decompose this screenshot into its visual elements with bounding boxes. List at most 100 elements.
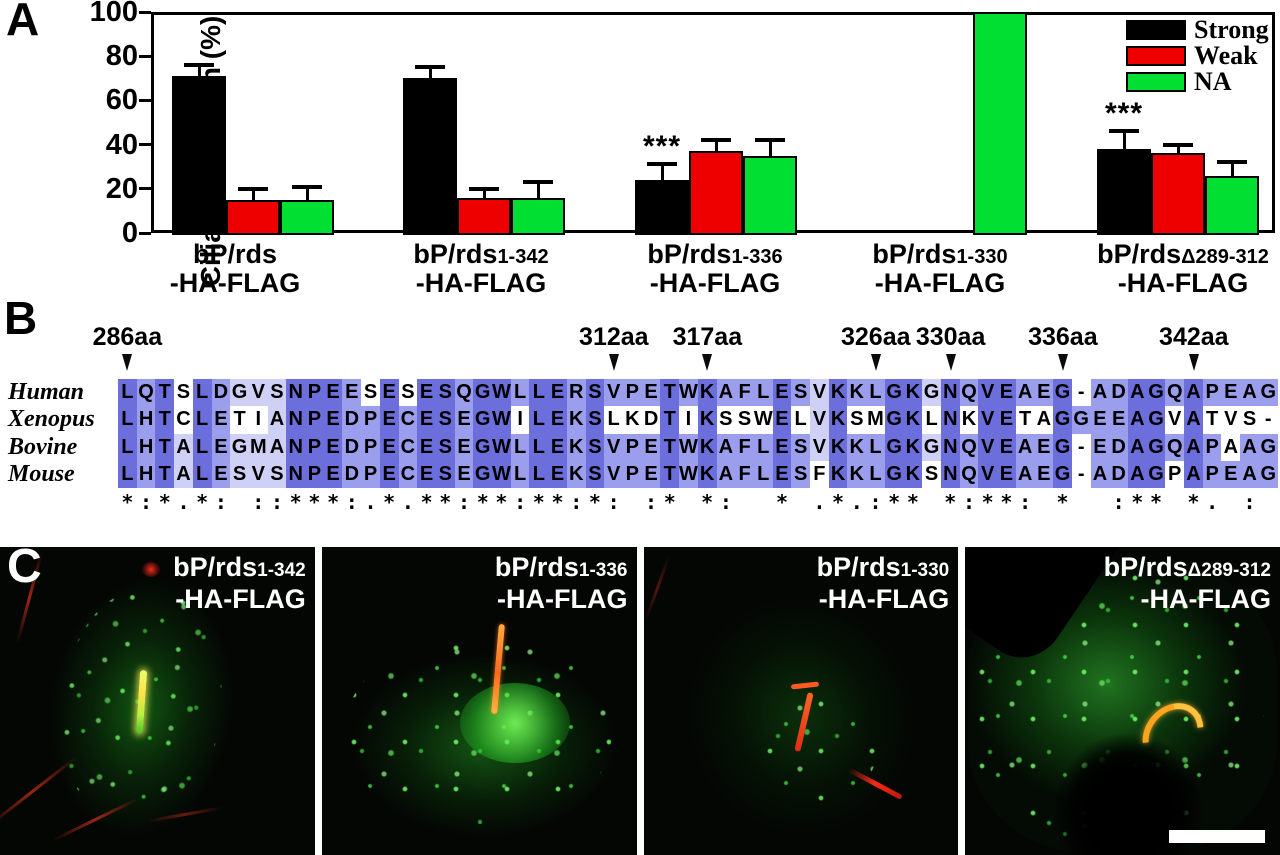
residue-cell: L	[866, 433, 885, 461]
residue-cell: A	[1015, 379, 1035, 407]
residue-cell: S	[174, 379, 193, 407]
species-label: Human	[8, 379, 85, 405]
residue-cell: G	[1146, 406, 1166, 434]
residue-cell: W	[679, 433, 698, 461]
y-tick-label: 100	[89, 0, 138, 28]
conservation-symbol	[623, 489, 642, 517]
error-bar-cap	[1109, 129, 1139, 134]
residue-cell: A	[1184, 379, 1203, 407]
red-spot	[141, 562, 160, 578]
bar-na	[280, 199, 334, 235]
x-label-main: bP/rds	[413, 239, 498, 269]
micrograph-title: bP/rdsΔ289-312 -HA-FLAG	[1104, 551, 1271, 616]
conservation-symbol: .	[364, 490, 377, 514]
residue-cell: F	[735, 379, 754, 407]
residue-cell: V	[1221, 406, 1241, 434]
residue-cell: E	[454, 406, 474, 434]
residue-cell: F	[735, 433, 754, 461]
residue-cell: W	[679, 379, 698, 407]
residue-cell: A	[174, 433, 193, 461]
bar-strong	[172, 76, 226, 235]
error-bar-cap	[415, 65, 445, 70]
residue-cell: E	[323, 460, 343, 489]
residue-cell: G	[1053, 460, 1072, 489]
residue-cell: E	[548, 433, 567, 461]
residue-cell: A	[716, 433, 736, 461]
residue-cell: S	[585, 379, 605, 407]
residue-cell: L	[753, 433, 773, 461]
residue-cell: P	[305, 379, 324, 407]
residue-cell: D	[342, 433, 362, 461]
residue-cell: Q	[959, 460, 979, 489]
conservation-symbol: *	[420, 490, 433, 514]
residue-cell: A	[1127, 460, 1147, 489]
residue-cell: P	[622, 433, 642, 461]
residue-cell: F	[810, 460, 829, 489]
residue-cell: K	[903, 433, 923, 461]
x-category-label: bP/rds1-336	[647, 241, 782, 268]
error-bar-cap	[523, 180, 553, 185]
conservation-symbol: :	[514, 490, 527, 514]
residue-cell: S	[435, 433, 455, 461]
y-tick-label: 0	[121, 217, 138, 249]
micrograph-title-main: bP/rds	[494, 552, 579, 582]
panel-a: A Cilia localization (%) 020406080100***…	[0, 0, 1280, 303]
conservation-symbol: :	[570, 490, 583, 514]
residue-cell: A	[1127, 433, 1147, 461]
residue-cell: E	[548, 460, 567, 489]
residue-cell: E	[1034, 433, 1054, 461]
legend-label-strong: Strong	[1194, 15, 1269, 44]
residue-cell: P	[1202, 379, 1222, 407]
x-label-subscript: 1-336	[731, 246, 783, 268]
micrograph-bP/rdsΔ289-312: bP/rdsΔ289-312 -HA-FLAG	[965, 547, 1280, 855]
residue-cell: -	[1071, 460, 1091, 489]
residue-cell: E	[323, 433, 343, 461]
residue-cell: M	[248, 433, 268, 461]
conservation-symbol	[1165, 489, 1184, 517]
error-bar-stem	[714, 140, 718, 152]
residue-cell: E	[548, 379, 567, 407]
residue-cell: T	[660, 460, 680, 489]
residue-cell: M	[866, 406, 885, 434]
residue-cell: D	[1109, 433, 1128, 461]
residue-cell: N	[940, 433, 960, 461]
conservation-symbol: .	[850, 490, 863, 514]
residue-cell: K	[847, 379, 867, 407]
residue-cell: S	[735, 406, 754, 434]
residue-marker-label: 286aa	[92, 323, 163, 351]
residue-cell: P	[1202, 433, 1222, 461]
residue-cell: E	[1034, 460, 1054, 489]
conservation-symbol: *	[906, 490, 919, 514]
significance-stars: ***	[642, 130, 682, 164]
residue-cell: -	[1258, 406, 1278, 434]
residue-cell: A	[1034, 406, 1054, 434]
residue-cell: P	[361, 460, 380, 489]
residue-cell: E	[1109, 406, 1128, 434]
residue-cell: S	[791, 379, 811, 407]
residue-cell: K	[903, 406, 923, 434]
conservation-symbol	[1034, 489, 1053, 517]
y-tick-label: 80	[105, 40, 138, 73]
residue-cell: L	[192, 379, 212, 407]
residue-cell: L	[604, 406, 623, 434]
x-label-main: bP/rds	[1097, 239, 1182, 269]
conservation-symbol: *	[588, 490, 601, 514]
residue-cell: F	[735, 460, 754, 489]
residue-cell: I	[679, 406, 698, 434]
residue-cell: K	[903, 460, 923, 489]
x-category-label-line2: -HA-FLAG	[415, 268, 547, 298]
bar-weak	[1151, 153, 1205, 235]
residue-cell: K	[697, 460, 717, 489]
panel-c-label: C	[7, 547, 42, 593]
residue-cell: N	[286, 379, 306, 407]
residue-cell: S	[585, 433, 605, 461]
residue-cell: Q	[959, 433, 979, 461]
residue-cell: L	[192, 433, 212, 461]
species-label: Bovine	[8, 433, 78, 460]
residue-cell: P	[622, 460, 642, 489]
residue-cell: A	[1240, 379, 1259, 407]
residue-cell: E	[997, 433, 1016, 461]
micrograph-title-main: bP/rds	[173, 552, 258, 582]
residue-cell: E	[379, 379, 399, 407]
marker-arrow-icon	[702, 354, 713, 371]
